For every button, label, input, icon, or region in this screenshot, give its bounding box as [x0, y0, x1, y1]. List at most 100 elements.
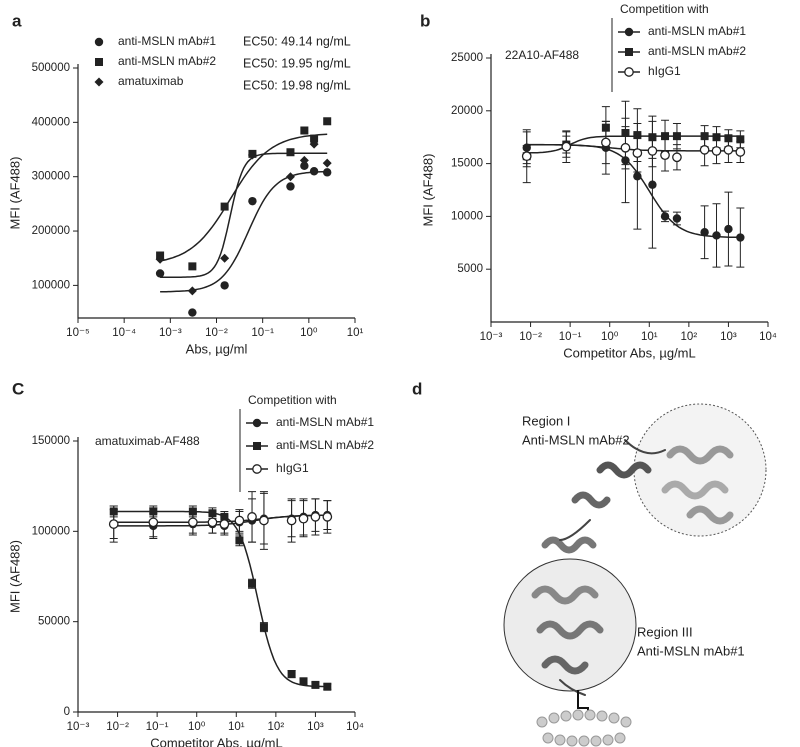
data-point	[155, 254, 165, 264]
data-point	[322, 158, 332, 168]
legend-label: hIgG1	[648, 64, 681, 78]
data-point	[298, 513, 309, 524]
membrane	[536, 709, 632, 747]
data-point	[323, 682, 332, 691]
data-point	[309, 167, 319, 176]
legend-label: anti-MSLN mAb#2	[276, 438, 374, 452]
x-tick-label: 10²	[268, 721, 285, 733]
data-point	[647, 146, 658, 156]
data-point	[235, 536, 244, 545]
region-i-circle	[633, 403, 767, 537]
axis	[77, 437, 355, 713]
x-tick-label: 10³	[720, 331, 737, 343]
region-label: Region I	[522, 413, 570, 428]
data-point	[310, 512, 321, 522]
x-tick-label: 10⁻¹	[251, 327, 274, 339]
x-tick-label: 10⁻³	[159, 327, 182, 339]
data-point	[672, 214, 682, 223]
data-point	[724, 224, 733, 234]
legend-title: Competition with	[620, 2, 709, 16]
x-tick-label: 10³	[307, 721, 324, 733]
legend-marker	[253, 442, 261, 450]
data-point	[699, 145, 710, 155]
y-tick-label: 20000	[451, 105, 483, 117]
y-tick-label: 15000	[451, 158, 483, 170]
data-point	[247, 150, 257, 160]
legend-marker	[625, 48, 633, 56]
x-tick-label: 10²	[681, 331, 698, 343]
x-tick-label: 10⁰	[188, 721, 206, 733]
x-tick-label: 10⁻⁴	[112, 327, 136, 339]
data-point	[207, 517, 218, 528]
data-point	[310, 134, 319, 143]
y-tick-label: 0	[64, 706, 70, 718]
y-tick-label: 150000	[32, 435, 70, 447]
legend-marker	[95, 58, 103, 66]
y-axis-label: MFI (AF488)	[7, 157, 22, 230]
data-point	[188, 517, 198, 528]
y-tick-label: 300000	[32, 171, 70, 183]
data-point	[188, 262, 197, 271]
legend-label: anti-MSLN mAb#2	[648, 44, 746, 58]
axis	[490, 54, 768, 323]
data-point	[148, 517, 159, 528]
ec50-annotation: EC50: 19.95 ng/mL	[243, 56, 351, 70]
data-point	[219, 519, 230, 529]
data-point	[286, 515, 297, 526]
data-point	[286, 148, 295, 157]
x-tick-label: 10⁰	[300, 327, 318, 339]
antibody-label: Anti-MSLN mAb#1	[637, 643, 745, 658]
data-point	[309, 139, 319, 149]
annotation: 22A10-AF488	[505, 48, 579, 62]
data-point	[660, 150, 670, 161]
data-point	[234, 515, 245, 526]
legend-marker	[624, 67, 634, 77]
data-point	[220, 281, 229, 290]
legend-marker	[252, 464, 262, 474]
data-point	[188, 308, 197, 317]
legend-marker	[624, 27, 634, 37]
data-point	[632, 148, 643, 158]
data-point	[311, 680, 320, 689]
x-tick-label: 10¹	[641, 331, 658, 343]
fit-curve	[526, 143, 741, 239]
x-axis-label: Abs, µg/ml	[186, 341, 248, 356]
data-point	[248, 579, 257, 588]
axis	[77, 64, 355, 319]
x-axis-label: Competitor Abs, µg/mL	[563, 345, 696, 360]
data-point	[187, 286, 197, 296]
data-point	[712, 133, 721, 142]
data-point	[259, 515, 269, 526]
data-point	[672, 132, 681, 141]
legend-label: anti-MSLN mAb#1	[118, 34, 216, 48]
ec50-annotation: EC50: 19.98 ng/mL	[243, 78, 351, 92]
data-point	[700, 228, 709, 237]
data-point	[323, 168, 332, 177]
y-tick-label: 100000	[32, 279, 70, 291]
x-tick-label: 10⁻³	[67, 721, 90, 733]
data-point	[660, 212, 670, 221]
x-tick-label: 10⁻²	[519, 331, 542, 343]
data-point	[299, 677, 308, 686]
fit-curve	[113, 510, 328, 688]
legend-marker	[94, 37, 104, 47]
data-point	[601, 137, 611, 148]
x-tick-label: 10⁻²	[205, 327, 228, 339]
panel-label: d	[412, 379, 422, 398]
panel-label: C	[12, 379, 24, 398]
data-point	[735, 147, 746, 157]
legend-label: anti-MSLN mAb#1	[648, 24, 746, 38]
data-point	[521, 151, 532, 162]
y-axis-label: MFI (AF488)	[7, 540, 22, 613]
data-point	[620, 142, 631, 153]
y-tick-label: 400000	[32, 116, 70, 128]
data-point	[155, 269, 165, 278]
data-point	[661, 132, 670, 141]
y-tick-label: 500000	[32, 62, 70, 74]
data-point	[300, 161, 309, 171]
region-label: Region III	[637, 624, 693, 639]
legend-title: Competition with	[248, 393, 337, 407]
legend-label: anti-MSLN mAb#2	[118, 54, 216, 68]
x-axis-label: Competitor Abs, µg/mL	[150, 735, 283, 747]
